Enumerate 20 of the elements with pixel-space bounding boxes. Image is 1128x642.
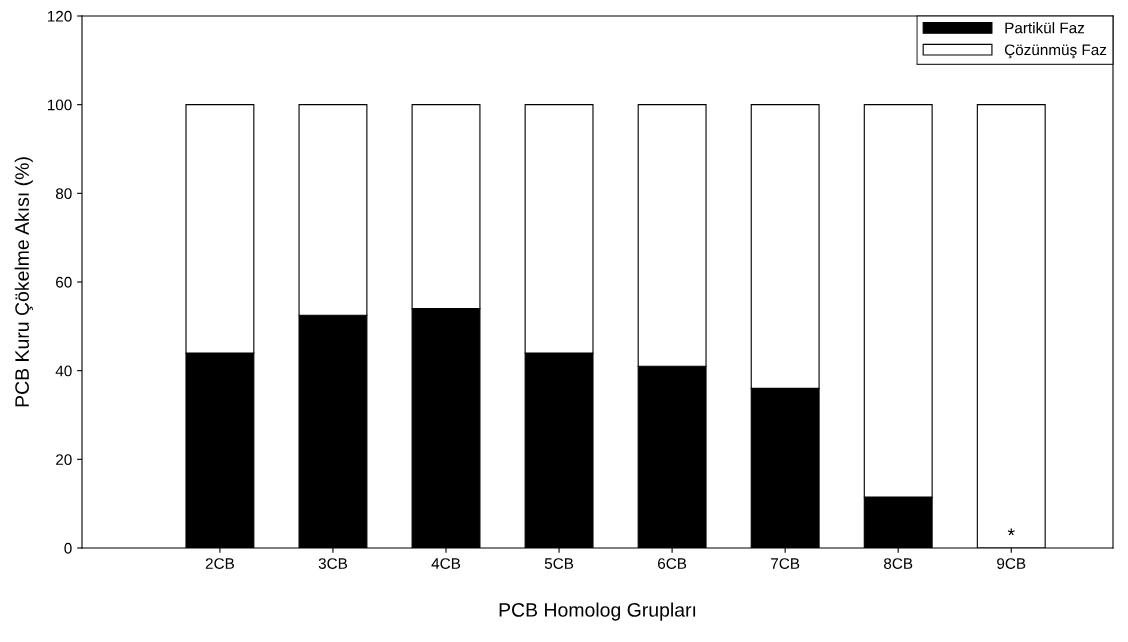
x-tick-label: 6CB [658,558,687,569]
y-tick-label: 0 [64,542,72,554]
x-axis-title: PCB Homolog Grupları [499,602,696,621]
legend-label: Partikül Faz [1005,22,1085,34]
y-tick-label: 100 [47,99,72,111]
y-axis-title: PCB Kuru Çökelme Akısı (%) [14,157,33,407]
legend-label: Çözünmüş Faz [1004,44,1107,59]
x-tick-label: 8CB [884,558,913,569]
x-tick-label: 9CB [997,558,1026,569]
y-tick-label: 120 [47,10,72,22]
y-tick-label: 80 [55,188,72,200]
x-tick-label: 4CB [431,558,461,569]
annotation: * [1007,528,1015,536]
y-tick-label: 40 [55,365,72,377]
y-tick-label: 20 [56,454,72,466]
x-tick-label: 7CB [771,558,800,569]
x-tick-label: 2CB [205,558,234,569]
x-tick-label: 3CB [318,558,348,569]
x-tick-label: 5CB [544,558,574,569]
y-tick-label: 60 [56,276,72,288]
